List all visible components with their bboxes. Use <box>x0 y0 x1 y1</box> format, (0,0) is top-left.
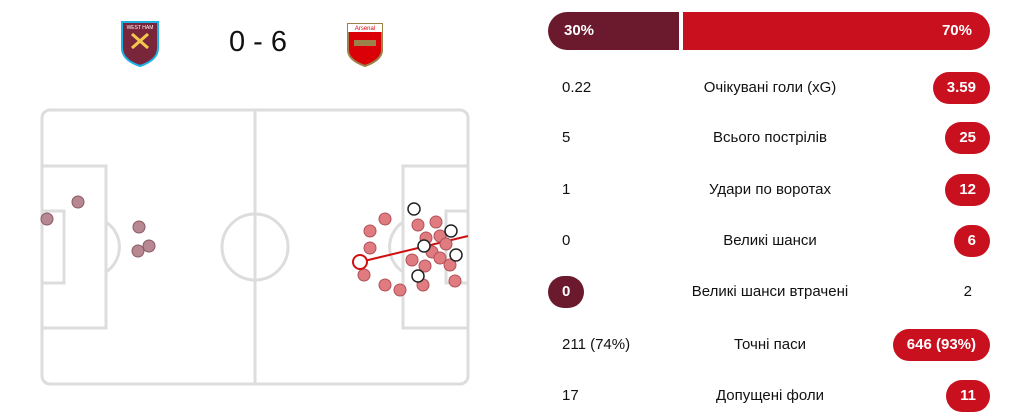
away-value: 646 (93%) <box>892 329 990 361</box>
stat-label: Великі шанси <box>723 232 817 249</box>
home-value: 0 <box>548 276 585 308</box>
stat-row: 17 Допущені фоли 11 <box>548 380 990 420</box>
stat-row: 5 Всього пострілів 25 <box>548 122 990 162</box>
possession-home: 30% <box>548 12 679 50</box>
away-value: 12 <box>945 174 990 206</box>
stat-row: 211 (74%) Точні паси 646 (93%) <box>548 329 990 369</box>
away-shots <box>357 212 462 297</box>
shot-map: WEST HAM Arsenal <box>40 21 470 386</box>
home-value: 17 <box>562 387 579 404</box>
stat-label: Всього пострілів <box>713 129 827 146</box>
stat-row: 0 Великі шанси втрачені 2 <box>548 276 990 316</box>
away-badge-text: Arsenal <box>355 26 375 32</box>
home-value: 0 <box>562 232 571 249</box>
goals <box>352 202 463 283</box>
stat-label: Великі шанси втрачені <box>691 283 849 300</box>
stat-label: Удари по воротах <box>708 181 831 198</box>
home-shots <box>40 195 156 258</box>
home-badge-text: WEST HAM <box>127 25 154 31</box>
home-value: 211 (74%) <box>562 336 631 353</box>
stat-label: Допущені фоли <box>715 387 825 404</box>
home-value: 0.22 <box>562 79 592 96</box>
stat-row: 0 Великі шанси 6 <box>548 225 990 265</box>
home-value: 5 <box>562 129 571 146</box>
stat-label: Точні паси <box>734 336 806 353</box>
pitch <box>40 108 470 386</box>
away-badge: Arsenal <box>347 23 383 68</box>
home-value: 1 <box>562 181 571 198</box>
score: 0 - 6 <box>228 26 288 58</box>
away-value: 25 <box>945 122 990 154</box>
away-value: 11 <box>946 380 990 412</box>
away-value: 2 <box>963 283 972 300</box>
stat-row: 1 Удари по воротах 12 <box>548 174 990 214</box>
away-value: 6 <box>953 225 990 257</box>
stat-row: 0.22 Очікувані голи (xG) 3.59 <box>548 72 990 112</box>
possession-away: 70% <box>683 12 990 50</box>
away-value: 3.59 <box>932 72 990 104</box>
home-badge: WEST HAM <box>121 21 159 68</box>
stat-label: Очікувані голи (xG) <box>703 79 837 96</box>
